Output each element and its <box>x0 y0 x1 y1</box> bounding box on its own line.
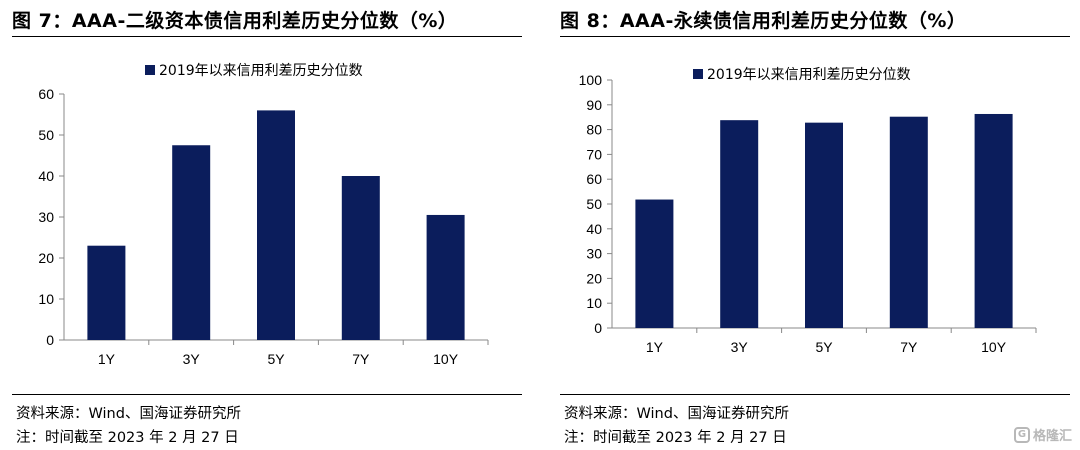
bar <box>87 245 126 340</box>
bar <box>341 176 380 340</box>
footer-rule <box>560 394 1070 395</box>
y-tick-label: 60 <box>38 86 54 102</box>
y-tick-label: 30 <box>586 246 602 262</box>
figure-title: 图 8：AAA-永续债信用利差历史分位数（%） <box>560 10 967 32</box>
legend-label: 2019年以来信用利差历史分位数 <box>159 63 363 79</box>
bar <box>426 214 465 340</box>
source-note: 资料来源：Wind、国海证券研究所 <box>16 406 241 422</box>
y-tick-label: 20 <box>586 270 602 286</box>
title-rule <box>12 36 522 37</box>
gelonghui-logo-icon: G <box>1013 426 1030 443</box>
date-note: 注：时间截至 2023 年 2 月 27 日 <box>564 430 787 446</box>
figure-panel-right: 图 8：AAA-永续债信用利差历史分位数（%） 0 10 20 30 40 50 60 70 8… <box>560 0 1080 450</box>
y-tick-label: 0 <box>46 332 54 348</box>
x-tick-label: 5Y <box>815 339 833 355</box>
date-note: 注：时间截至 2023 年 2 月 27 日 <box>16 430 239 446</box>
source-note: 资料来源：Wind、国海证券研究所 <box>564 406 789 422</box>
figure-panel-left: 图 7：AAA-二级资本债信用利差历史分位数（%） 0 10 20 30 40 50 60 1… <box>12 0 532 450</box>
bar <box>257 110 295 341</box>
x-tick-label: 3Y <box>731 339 749 355</box>
y-tick-label: 20 <box>38 250 54 266</box>
chart-svg: 0 10 20 30 40 50 60 70 80 90 100 1Y 3Y 5Y 7Y 10Y 2019年以来… <box>579 67 1037 355</box>
y-tick-label: 70 <box>586 146 602 162</box>
bar-chart: 0 10 20 30 40 50 60 1Y 3Y 5Y 7Y 10Y 2019年以来信用利差历史分位数 <box>12 42 522 390</box>
y-tick-label: 90 <box>586 97 602 113</box>
x-tick-label: 5Y <box>267 351 285 367</box>
legend-swatch <box>693 69 703 79</box>
y-tick-label: 0 <box>594 320 602 336</box>
legend-label: 2019年以来信用利差历史分位数 <box>707 67 911 83</box>
x-tick-label: 7Y <box>900 339 918 355</box>
x-tick-label: 7Y <box>352 351 370 367</box>
watermark-text: 格隆汇 <box>1032 429 1072 444</box>
title-rule <box>560 36 1070 37</box>
y-tick-label: 10 <box>586 295 602 311</box>
bar-chart: 0 10 20 30 40 50 60 70 80 90 100 1Y 3Y 5Y 7Y 10Y 2019年以来… <box>560 42 1070 390</box>
figure-title: 图 7：AAA-二级资本债信用利差历史分位数（%） <box>12 10 458 32</box>
legend-swatch <box>145 65 155 75</box>
bar <box>974 113 1013 328</box>
bar <box>172 145 211 340</box>
bar <box>720 120 759 329</box>
x-tick-label: 3Y <box>183 351 201 367</box>
y-tick-label: 30 <box>38 209 54 225</box>
chart-svg: 0 10 20 30 40 50 60 1Y 3Y 5Y 7Y 10Y 2019年以来信用利差历史分位数 <box>38 63 489 367</box>
bar <box>805 122 843 328</box>
y-tick-label: 40 <box>38 168 54 184</box>
y-tick-label: 50 <box>586 196 602 212</box>
y-tick-label: 60 <box>586 171 602 187</box>
y-tick-label: 100 <box>579 72 603 88</box>
y-tick-label: 10 <box>38 291 54 307</box>
y-tick-label: 40 <box>586 221 602 237</box>
x-tick-label: 1Y <box>98 351 116 367</box>
bar <box>889 116 928 328</box>
bar <box>635 199 674 328</box>
footer-rule <box>12 394 522 395</box>
x-tick-label: 1Y <box>646 339 664 355</box>
x-tick-label: 10Y <box>981 339 1007 355</box>
y-tick-label: 80 <box>586 122 602 138</box>
y-tick-label: 50 <box>38 127 54 143</box>
watermark: G 格隆汇 <box>1013 425 1072 444</box>
x-tick-label: 10Y <box>433 351 459 367</box>
